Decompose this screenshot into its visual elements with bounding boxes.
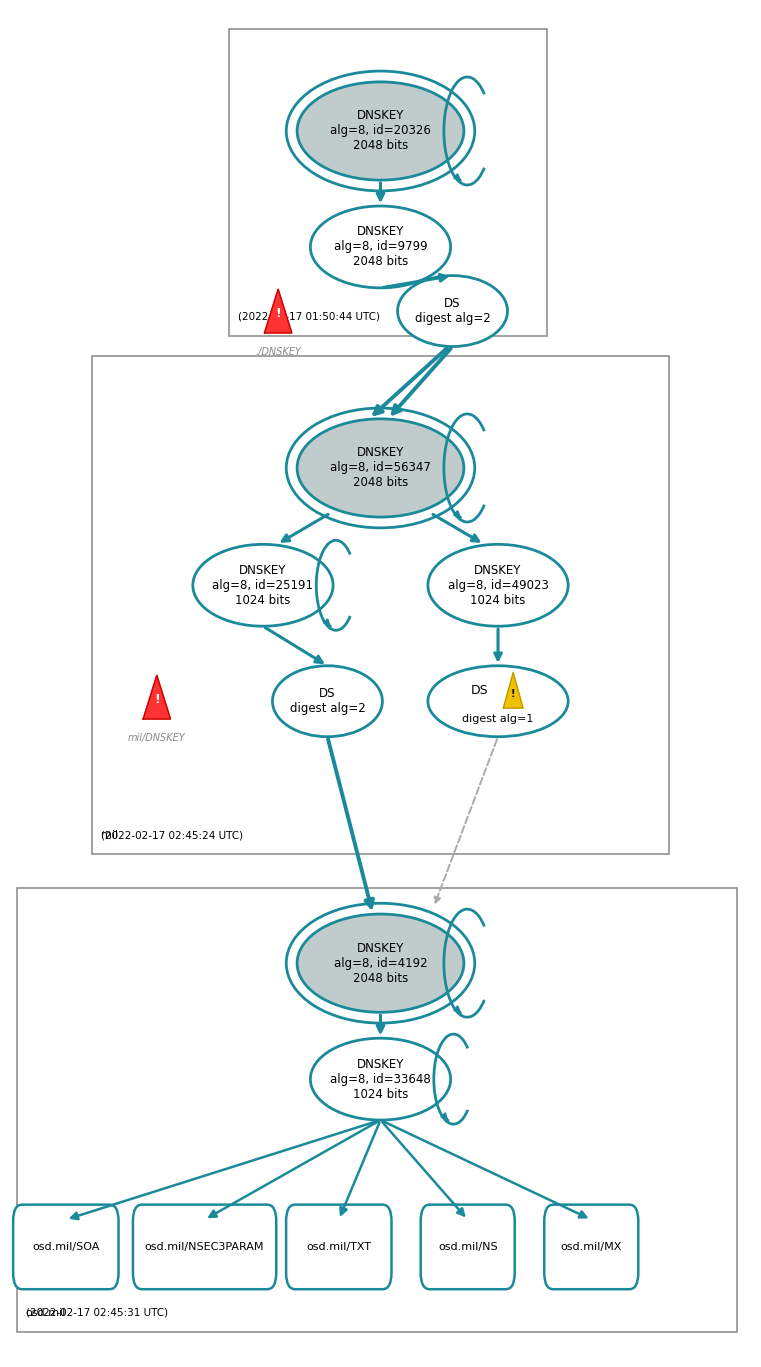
FancyBboxPatch shape <box>92 355 669 854</box>
Text: !: ! <box>275 308 281 320</box>
Text: DNSKEY
alg=8, id=9799
2048 bits: DNSKEY alg=8, id=9799 2048 bits <box>333 226 428 268</box>
Text: digest alg=1: digest alg=1 <box>463 714 533 725</box>
Text: DS: DS <box>470 684 488 697</box>
FancyBboxPatch shape <box>286 1204 391 1289</box>
Text: DNSKEY
alg=8, id=56347
2048 bits: DNSKEY alg=8, id=56347 2048 bits <box>330 447 431 489</box>
Ellipse shape <box>397 276 508 347</box>
Ellipse shape <box>310 206 451 288</box>
Text: (2022-02-17 01:50:44 UTC): (2022-02-17 01:50:44 UTC) <box>238 301 380 323</box>
Text: (2022-02-17 02:45:31 UTC): (2022-02-17 02:45:31 UTC) <box>26 1296 167 1318</box>
Text: DNSKEY
alg=8, id=49023
1024 bits: DNSKEY alg=8, id=49023 1024 bits <box>447 563 549 607</box>
Polygon shape <box>265 290 291 334</box>
Ellipse shape <box>297 915 464 1013</box>
Text: DS
digest alg=2: DS digest alg=2 <box>289 688 365 715</box>
Text: DNSKEY
alg=8, id=20326
2048 bits: DNSKEY alg=8, id=20326 2048 bits <box>330 109 431 153</box>
Ellipse shape <box>272 666 382 737</box>
Text: osd.mil/SOA: osd.mil/SOA <box>32 1243 100 1252</box>
FancyBboxPatch shape <box>544 1204 638 1289</box>
FancyBboxPatch shape <box>17 889 737 1331</box>
Text: osd.mil: osd.mil <box>26 1308 66 1318</box>
FancyBboxPatch shape <box>133 1204 276 1289</box>
Polygon shape <box>143 675 170 719</box>
Text: osd.mil/NS: osd.mil/NS <box>438 1243 498 1252</box>
Text: DNSKEY
alg=8, id=33648
1024 bits: DNSKEY alg=8, id=33648 1024 bits <box>330 1058 431 1100</box>
Text: osd.mil/MX: osd.mil/MX <box>561 1243 622 1252</box>
Text: ./DNSKEY: ./DNSKEY <box>255 347 301 357</box>
Polygon shape <box>503 673 523 708</box>
Text: mil: mil <box>101 830 119 841</box>
Text: DS
digest alg=2: DS digest alg=2 <box>415 297 490 325</box>
Text: DNSKEY
alg=8, id=25191
1024 bits: DNSKEY alg=8, id=25191 1024 bits <box>212 563 314 607</box>
Ellipse shape <box>193 544 333 626</box>
Text: .: . <box>238 312 241 323</box>
Text: !: ! <box>511 689 515 700</box>
Text: !: ! <box>154 693 160 707</box>
Ellipse shape <box>297 418 464 517</box>
FancyBboxPatch shape <box>229 29 547 336</box>
Text: (2022-02-17 02:45:24 UTC): (2022-02-17 02:45:24 UTC) <box>101 819 244 841</box>
Ellipse shape <box>428 666 568 737</box>
Text: osd.mil/NSEC3PARAM: osd.mil/NSEC3PARAM <box>145 1243 264 1252</box>
Text: mil/DNSKEY: mil/DNSKEY <box>128 733 186 742</box>
FancyBboxPatch shape <box>13 1204 119 1289</box>
Ellipse shape <box>297 82 464 180</box>
Ellipse shape <box>310 1038 451 1120</box>
FancyBboxPatch shape <box>421 1204 514 1289</box>
Ellipse shape <box>428 544 568 626</box>
Text: osd.mil/TXT: osd.mil/TXT <box>306 1243 371 1252</box>
Text: DNSKEY
alg=8, id=4192
2048 bits: DNSKEY alg=8, id=4192 2048 bits <box>333 942 428 984</box>
